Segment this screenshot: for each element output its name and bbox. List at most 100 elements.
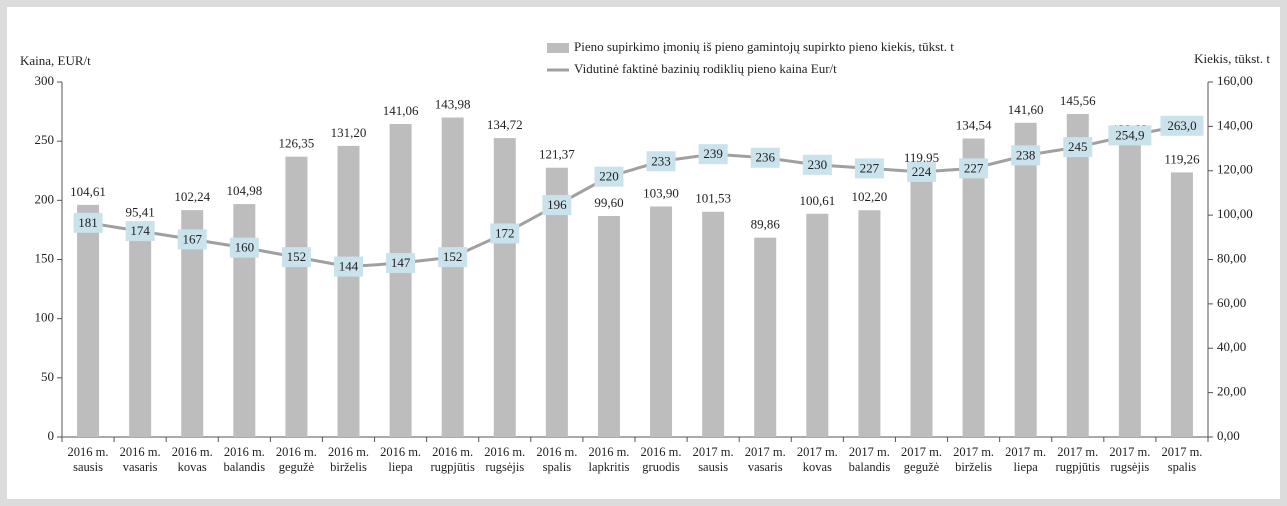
bar [77, 204, 100, 437]
line-label-box [73, 212, 103, 233]
bar-value-label: 104,98 [226, 183, 262, 198]
bar-value-label: 145,56 [1060, 93, 1096, 108]
bar-value-label: 134,72 [487, 117, 523, 132]
line-value-label: 144 [339, 259, 359, 274]
bar [337, 145, 360, 437]
x-tick-label: 2016 m. gruodis [640, 445, 682, 474]
line-value-label: 245 [1068, 139, 1088, 154]
x-tick-label: 2017 m. rugpjūtis [1055, 445, 1100, 474]
y2-tick-label: 0,00 [1217, 428, 1240, 443]
x-tick-label: 2016 m. lapkritis [588, 445, 630, 474]
x-tick-label: 2017 m. vasaris [744, 445, 786, 474]
legend-swatch [547, 43, 569, 53]
bar [1118, 142, 1141, 438]
y2-tick-label: 40,00 [1217, 339, 1246, 354]
bar [493, 138, 516, 437]
line-label-box [386, 253, 416, 274]
bar-value-label: 102,24 [174, 189, 210, 204]
bar-value-label: 99,60 [594, 195, 623, 210]
y2-tick-label: 80,00 [1217, 250, 1246, 265]
x-tick-label: 2016 m. sausis [67, 445, 109, 474]
line-label-box [750, 147, 780, 168]
bar [1066, 114, 1089, 437]
line-value-label: 172 [495, 225, 515, 240]
y-tick-label: 0 [48, 428, 55, 443]
line-label-box [907, 161, 936, 182]
line [87, 124, 1183, 269]
y-tick-label: 300 [35, 73, 55, 88]
legend-label: Vidutinė faktinė bazinių rodiklių pieno … [574, 61, 837, 76]
y-tick-label: 200 [35, 191, 55, 206]
bar [181, 210, 204, 437]
line-label-box [125, 221, 155, 242]
bar-value-label: 101,53 [695, 191, 731, 206]
line-label-box [1160, 115, 1204, 136]
line-value-label: 220 [599, 169, 619, 184]
line-value-label: 174 [130, 223, 150, 238]
line-value-label: 238 [1016, 147, 1036, 162]
y2-tick-label: 160,00 [1217, 73, 1253, 88]
line-label-box [854, 158, 884, 179]
line-value-label: 239 [703, 146, 723, 161]
bar [441, 117, 464, 437]
y-tick-label: 150 [35, 250, 55, 265]
line-label-box [698, 144, 728, 165]
x-tick-label: 2016 m. rugpjūtis [430, 445, 475, 474]
bar-value-label: 121,37 [539, 147, 575, 162]
bar-value-label: 126,35 [279, 136, 315, 151]
line-label-box [646, 151, 676, 172]
x-tick-label: 2017 m. kovas [796, 445, 838, 474]
line-label-box [1063, 137, 1093, 158]
x-tick-label: 2016 m. birželis [328, 445, 369, 474]
bar-value-label: 95,41 [126, 204, 155, 219]
bar [597, 216, 620, 437]
bar [858, 210, 881, 437]
line-value-label: 224 [912, 164, 932, 179]
line-value-label: 160 [235, 240, 255, 255]
line-value-label: 181 [78, 215, 98, 230]
x-tick-label: 2017 m. sausis [692, 445, 734, 474]
bar-value-label: 141,60 [1008, 102, 1044, 117]
bar-value-label: 119,95 [904, 150, 939, 165]
legend-label: Pieno supirkimo įmonių iš pieno gamintoj… [574, 39, 954, 54]
line-value-label: 230 [808, 157, 828, 172]
x-tick-label: 2016 m. balandis [223, 445, 266, 474]
x-tick-label: 2017 m. gegužė [901, 445, 942, 474]
bar-value-label: 103,90 [643, 185, 679, 200]
bar [129, 225, 152, 437]
bar [754, 237, 777, 437]
x-tick-label: 2017 m. spalis [1161, 445, 1203, 474]
bar [389, 124, 412, 437]
x-tick-label: 2016 m. gegužė [275, 445, 317, 474]
line-label-box [438, 247, 468, 268]
line-value-label: 263,0 [1167, 118, 1196, 133]
line-value-label: 147 [391, 255, 411, 270]
y-tick-label: 250 [35, 132, 55, 147]
line-label-box [1108, 125, 1152, 146]
line-label-box [281, 247, 311, 268]
x-tick-label: 2016 m. spalis [536, 445, 578, 474]
x-tick-label: 2017 m. balandis [848, 445, 891, 474]
bar-value-label: 100,61 [799, 193, 835, 208]
bar-value-label: 102,20 [852, 189, 888, 204]
y-tick-label: 100 [35, 310, 55, 325]
bar-value-label: 131,20 [331, 125, 367, 140]
y-tick-label: 50 [41, 369, 54, 384]
bar [1170, 172, 1193, 437]
line-value-label: 196 [547, 197, 567, 212]
y2-tick-label: 140,00 [1217, 117, 1253, 132]
line-value-label: 227 [964, 160, 984, 175]
bar-value-label: 143,98 [435, 97, 471, 112]
bar [702, 211, 725, 437]
bar [910, 170, 933, 437]
bar [545, 167, 568, 437]
bar-value-label: 141,06 [383, 103, 419, 118]
line-label-box [334, 256, 363, 277]
bar [650, 206, 673, 437]
y-axis-title: Kaina, EUR/t [20, 53, 91, 68]
y2-tick-label: 120,00 [1217, 162, 1253, 177]
x-tick-label: 2016 m. liepa [380, 445, 422, 474]
line-value-label: 233 [651, 153, 671, 168]
